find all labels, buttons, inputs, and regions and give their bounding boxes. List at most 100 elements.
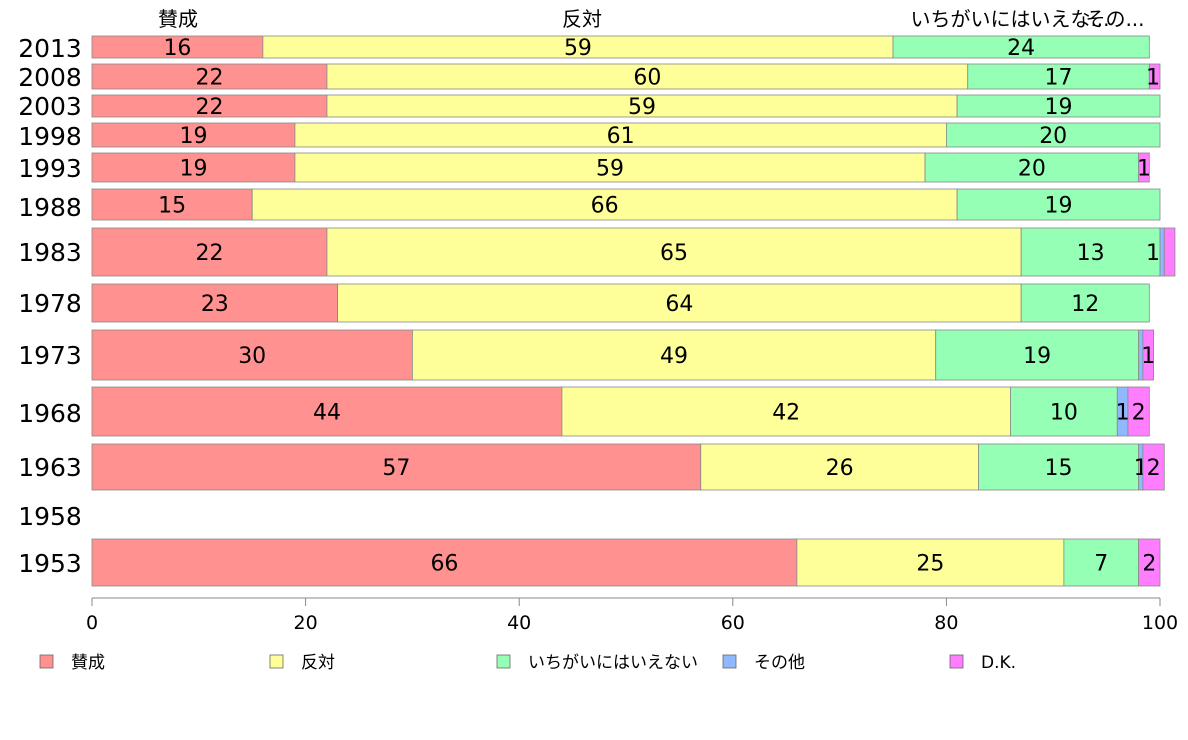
- bar-value-label: 59: [564, 36, 592, 61]
- bar-value-label: 15: [1045, 456, 1073, 481]
- bar-value-label: 66: [591, 194, 619, 219]
- bar-value-label: 10: [1050, 401, 1078, 426]
- category-label: 1953: [18, 549, 82, 578]
- bar-value-label: 66: [430, 552, 458, 577]
- bar-value-label: 1: [1141, 344, 1155, 369]
- category-label: 1963: [18, 453, 82, 482]
- bar-value-label: 57: [382, 456, 410, 481]
- bar-segment: [967, 63, 1150, 90]
- bar-segment: [978, 443, 1140, 491]
- bar-segment: [91, 329, 413, 381]
- bar-value-label: 26: [826, 456, 854, 481]
- top-series-label: 反対: [562, 7, 602, 31]
- bar-value-label: 1: [1116, 401, 1130, 426]
- bar-segment: [1138, 538, 1161, 587]
- category-label: 2008: [18, 63, 82, 92]
- bar-value-label: 19: [1045, 95, 1073, 120]
- category-label: 1978: [18, 289, 82, 318]
- bar-value-label: 64: [665, 292, 693, 317]
- bar-segment: [1148, 63, 1161, 90]
- legend-label: 反対: [301, 653, 335, 673]
- bar-value-label: 44: [313, 401, 341, 426]
- bar-segment: [1142, 443, 1165, 491]
- category-label: 1973: [18, 341, 82, 370]
- bar-value-label: 17: [1045, 66, 1073, 91]
- category-label: 2003: [18, 92, 82, 121]
- legend-label: 賛成: [71, 653, 105, 673]
- bar-value-label: 22: [195, 95, 223, 120]
- legend-swatch: [269, 654, 284, 669]
- bar-value-label: 42: [772, 401, 800, 426]
- bar-segment: [1142, 329, 1154, 381]
- bar-value-label: 2: [1147, 456, 1161, 481]
- bar-segment: [1138, 152, 1150, 183]
- bar-value-label: 2: [1142, 552, 1156, 577]
- bar-value-label: 25: [916, 552, 944, 577]
- bar-segment: [935, 329, 1140, 381]
- bar-value-label: 1: [1137, 157, 1151, 182]
- bar-value-label: 12: [1071, 292, 1099, 317]
- bar-value-label: 2: [1132, 401, 1146, 426]
- x-tick-label: 0: [86, 612, 98, 634]
- x-tick-label: 60: [721, 612, 745, 634]
- legend-label: D.K.: [981, 653, 1016, 673]
- bar-segment: [1163, 227, 1176, 277]
- category-label: 1958: [18, 502, 82, 531]
- bar-value-label: 15: [158, 194, 186, 219]
- legend-label: その他: [754, 653, 805, 673]
- bar-segment: [294, 122, 947, 148]
- category-label: 2013: [18, 34, 82, 63]
- bar-value-label: 13: [1077, 241, 1105, 266]
- legend-label: いちがいにはいえない: [528, 653, 698, 673]
- bar-segment: [91, 122, 296, 148]
- bar-segment: [91, 443, 702, 491]
- bar-segment: [700, 443, 979, 491]
- category-label: 1988: [18, 193, 82, 222]
- bar-value-label: 61: [607, 124, 635, 149]
- bar-value-label: 60: [633, 66, 661, 91]
- bar-value-label: 22: [195, 241, 223, 266]
- bar-value-label: 59: [628, 95, 656, 120]
- category-label: 1968: [18, 399, 82, 428]
- bar-segment: [946, 122, 1161, 148]
- bar-value-label: 1: [1146, 241, 1160, 266]
- top-series-label: 賛成: [158, 7, 198, 31]
- bar-segment: [411, 329, 937, 381]
- bar-value-label: 1: [1146, 66, 1160, 91]
- bar-value-label: 19: [1045, 194, 1073, 219]
- bar-segment: [91, 152, 296, 183]
- bar-segment: [337, 283, 1022, 323]
- top-series-label: いちがいにはいえな...: [910, 7, 1109, 31]
- category-label: 1983: [18, 238, 82, 267]
- bar-value-label: 30: [238, 344, 266, 369]
- bar-segment: [924, 152, 1140, 183]
- legend-swatch: [949, 654, 964, 669]
- bar-value-label: 19: [179, 157, 207, 182]
- bar-segment: [796, 538, 1065, 587]
- bar-value-label: 65: [660, 241, 688, 266]
- bar-segment: [326, 63, 969, 90]
- bar-value-label: 16: [163, 36, 191, 61]
- category-label: 1998: [18, 122, 82, 151]
- bar-segment: [1010, 386, 1118, 437]
- legend-swatch: [496, 654, 511, 669]
- bar-segment: [294, 152, 926, 183]
- bar-segment: [956, 94, 1161, 118]
- legend-swatch: [722, 654, 737, 669]
- bar-value-label: 24: [1007, 36, 1035, 61]
- bar-value-label: 20: [1018, 157, 1046, 182]
- legend-swatch: [39, 654, 54, 669]
- bar-value-label: 49: [660, 344, 688, 369]
- bar-segment: [1159, 227, 1165, 277]
- bar-segment: [1020, 283, 1150, 323]
- bar-value-label: 19: [1023, 344, 1051, 369]
- bar-value-label: 7: [1094, 552, 1108, 577]
- top-series-label: その...: [1085, 7, 1144, 31]
- bar-segment: [1063, 538, 1140, 587]
- bar-segment: [91, 283, 339, 323]
- x-tick-label: 80: [934, 612, 958, 634]
- x-tick-label: 100: [1142, 612, 1178, 634]
- bar-segment: [91, 538, 798, 587]
